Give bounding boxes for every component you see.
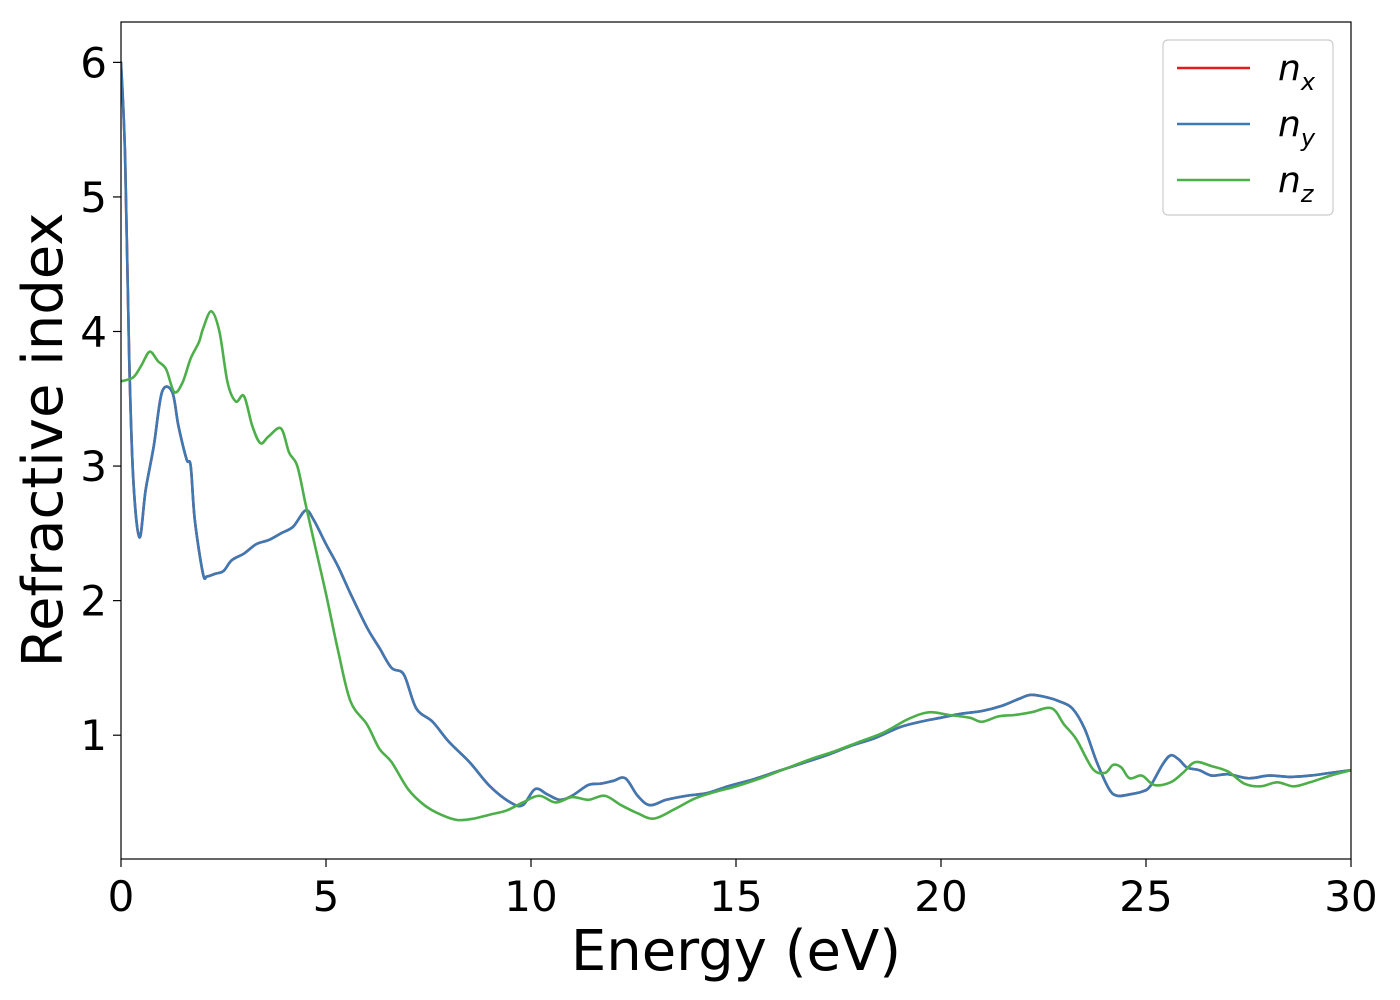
legend-label-subscript: y: [1300, 124, 1316, 152]
y-tick-label: 3: [80, 442, 107, 491]
legend-label-ny: ny: [1278, 104, 1316, 152]
x-axis-label: Energy (eV): [571, 919, 901, 984]
series-line-ny: [121, 61, 1351, 808]
x-tick-label: 20: [914, 872, 967, 921]
y-tick-label: 4: [80, 308, 107, 357]
legend-label-nz: nz: [1278, 160, 1315, 208]
legend-label-base: n: [1278, 104, 1301, 145]
legend-label-nx: nx: [1278, 48, 1316, 96]
x-tick-label: 15: [709, 872, 762, 921]
y-tick-label: 2: [80, 577, 107, 626]
legend-label-base: n: [1278, 48, 1301, 89]
y-axis-label: Refractive index: [11, 213, 76, 668]
x-axis: 0 5 10 15 20 25 30: [108, 859, 1378, 921]
y-axis: 1 2 3 4 5 6: [80, 38, 121, 760]
legend-frame: [1162, 39, 1334, 216]
x-tick-label: 30: [1324, 872, 1377, 921]
x-tick-label: 5: [313, 872, 340, 921]
legend-label-subscript: x: [1300, 68, 1316, 96]
series-line-nz: [121, 310, 1351, 822]
y-tick-label: 6: [80, 38, 107, 87]
legend-label-base: n: [1278, 160, 1301, 201]
x-tick-label: 0: [108, 872, 135, 921]
legend-label-subscript: z: [1300, 180, 1315, 208]
x-tick-label: 25: [1119, 872, 1172, 921]
y-tick-label: 1: [80, 711, 107, 760]
series-layer: [121, 61, 1351, 822]
y-tick-label: 5: [80, 173, 107, 222]
x-tick-label: 10: [504, 872, 557, 921]
